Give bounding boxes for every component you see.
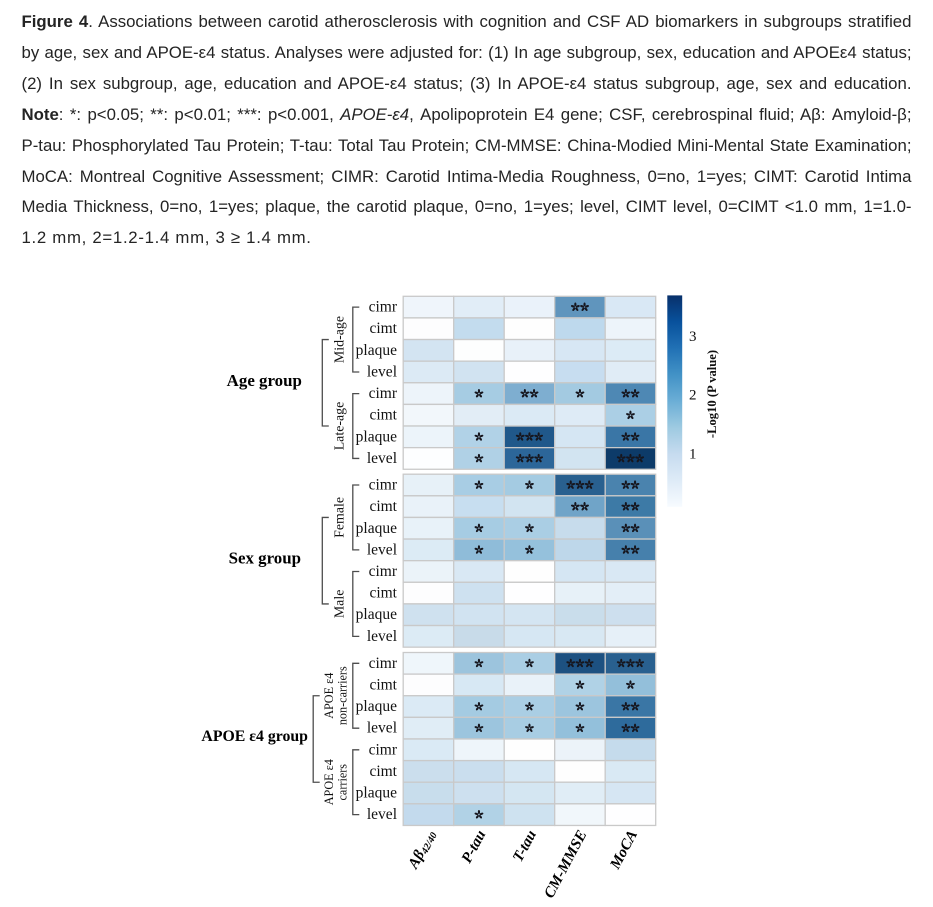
svg-text:cimr: cimr bbox=[369, 299, 398, 316]
svg-text:Late-age: Late-age bbox=[333, 402, 348, 451]
svg-text:non-carriers: non-carriers bbox=[336, 666, 350, 725]
svg-text:P-tau: P-tau bbox=[458, 827, 489, 866]
svg-text:cimt: cimt bbox=[369, 585, 397, 602]
svg-text:Mid-age: Mid-age bbox=[333, 316, 348, 363]
svg-text:cimt: cimt bbox=[369, 407, 397, 424]
svg-text:-Log10 (P value): -Log10 (P value) bbox=[705, 350, 719, 438]
svg-text:level: level bbox=[367, 720, 397, 737]
svg-text:plaque: plaque bbox=[356, 428, 397, 445]
svg-text:plaque: plaque bbox=[356, 785, 397, 802]
svg-text:CM-MMSE: CM-MMSE bbox=[541, 827, 591, 901]
svg-text:3: 3 bbox=[689, 329, 697, 345]
svg-text:Female: Female bbox=[333, 497, 348, 538]
svg-text:level: level bbox=[367, 628, 397, 645]
svg-text:1: 1 bbox=[689, 446, 697, 462]
svg-text:Aβ42/40: Aβ42/40 bbox=[404, 827, 439, 872]
svg-text:cimt: cimt bbox=[369, 498, 397, 515]
svg-text:Sex group: Sex group bbox=[229, 549, 301, 568]
svg-text:plaque: plaque bbox=[356, 698, 397, 715]
svg-text:level: level bbox=[367, 541, 397, 558]
svg-text:cimt: cimt bbox=[369, 676, 397, 693]
svg-text:plaque: plaque bbox=[356, 342, 397, 359]
svg-text:carriers: carriers bbox=[336, 764, 350, 801]
svg-text:level: level bbox=[367, 806, 397, 823]
svg-text:APOE ε4: APOE ε4 bbox=[322, 673, 336, 719]
svg-text:cimt: cimt bbox=[369, 763, 397, 780]
svg-text:cimr: cimr bbox=[369, 741, 398, 758]
svg-text:cimr: cimr bbox=[369, 563, 398, 580]
svg-text:plaque: plaque bbox=[356, 520, 397, 537]
svg-text:level: level bbox=[367, 450, 397, 467]
svg-text:2: 2 bbox=[689, 388, 697, 404]
svg-text:level: level bbox=[367, 363, 397, 380]
svg-text:plaque: plaque bbox=[356, 606, 397, 623]
svg-text:MoCA: MoCA bbox=[606, 827, 641, 872]
svg-text:Age group: Age group bbox=[227, 371, 302, 390]
svg-text:Male: Male bbox=[333, 590, 348, 619]
svg-text:cimr: cimr bbox=[369, 655, 398, 672]
svg-text:APOE ε4: APOE ε4 bbox=[322, 759, 336, 805]
svg-text:cimr: cimr bbox=[369, 385, 398, 402]
svg-text:cimr: cimr bbox=[369, 477, 398, 494]
svg-text:T-tau: T-tau bbox=[509, 827, 540, 864]
svg-text:APOE ε4 group: APOE ε4 group bbox=[201, 728, 308, 745]
svg-text:cimt: cimt bbox=[369, 320, 397, 337]
